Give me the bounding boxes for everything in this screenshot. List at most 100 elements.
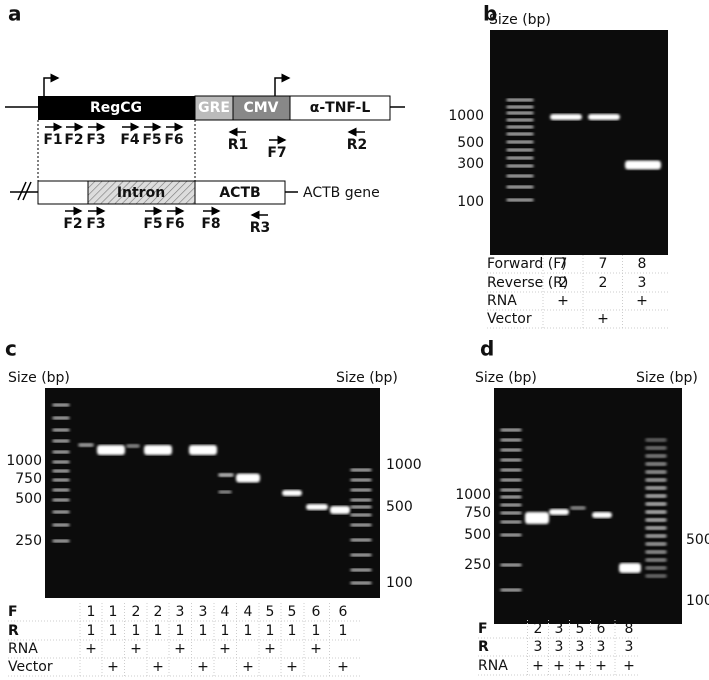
table-cell: + xyxy=(553,658,565,674)
table-cell: 8 xyxy=(625,621,634,637)
gel-band xyxy=(52,523,70,527)
table-cell: 3 xyxy=(555,639,564,655)
table-cell: + xyxy=(532,658,544,674)
row-label: R xyxy=(8,623,19,639)
primer-label: F2 xyxy=(63,216,82,232)
gel-band xyxy=(500,503,522,507)
size-marker: 1000 xyxy=(448,108,484,124)
gel-band xyxy=(500,478,522,482)
axis-label: Size (bp) xyxy=(336,370,398,386)
gel-band xyxy=(52,460,70,464)
table-cell: + xyxy=(130,641,142,657)
gel-band xyxy=(218,490,232,494)
gel-band xyxy=(350,553,372,557)
gel-band xyxy=(506,164,534,168)
gel-band xyxy=(645,558,667,562)
size-marker: 750 xyxy=(15,471,42,487)
table-cell: 6 xyxy=(339,604,348,620)
table-cell: + xyxy=(574,658,586,674)
size-marker: 500 xyxy=(15,491,42,507)
gel-band xyxy=(506,198,534,202)
table-cell: + xyxy=(242,659,254,675)
table-cell: 1 xyxy=(339,623,348,639)
table-cell: 1 xyxy=(132,623,141,639)
table-cell: 4 xyxy=(244,604,253,620)
element-label: ACTB xyxy=(219,185,260,201)
promoter-arrow xyxy=(43,73,60,96)
axis-label: Size (bp) xyxy=(8,370,70,386)
gel-band xyxy=(506,140,534,144)
gel-band xyxy=(500,438,522,442)
axis-label: Size (bp) xyxy=(475,370,537,386)
table-cell: 1 xyxy=(288,623,297,639)
gel-band xyxy=(645,566,667,570)
axis-label: Size (bp) xyxy=(489,12,551,28)
gel-image xyxy=(45,388,380,598)
table-cell: 1 xyxy=(109,623,118,639)
table-cell: 3 xyxy=(534,639,543,655)
primer-label: F6 xyxy=(164,132,183,148)
gel-band xyxy=(570,506,586,510)
table-cell: 5 xyxy=(288,604,297,620)
gel-band xyxy=(330,506,350,514)
row-label: Reverse (R) xyxy=(487,275,568,291)
gel-band xyxy=(506,118,534,122)
table-cell: 2 xyxy=(534,621,543,637)
row-label: RNA xyxy=(478,658,508,674)
primer-label: R1 xyxy=(228,137,249,153)
gel-band xyxy=(500,520,522,524)
table-cell: + xyxy=(85,641,97,657)
gel-band xyxy=(52,403,70,407)
actb-box xyxy=(194,180,286,205)
gel-band xyxy=(350,568,372,572)
table-cell: 1 xyxy=(199,623,208,639)
size-marker: 250 xyxy=(15,533,42,549)
gel-band xyxy=(506,98,534,102)
table-cell: + xyxy=(597,311,609,327)
table-cell: + xyxy=(595,658,607,674)
element-label: CMV xyxy=(243,100,278,116)
size-marker: 500 xyxy=(686,532,709,548)
size-marker: 500 xyxy=(386,499,413,515)
panel-label: a xyxy=(8,2,22,26)
table-cell: 1 xyxy=(109,604,118,620)
table-cell: 3 xyxy=(555,621,564,637)
table-cell: + xyxy=(310,641,322,657)
row-label: Vector xyxy=(8,659,53,675)
table-cell: + xyxy=(623,658,635,674)
gel-band xyxy=(645,470,667,474)
gel-band xyxy=(500,448,522,452)
table-cell: + xyxy=(286,659,298,675)
gel-band xyxy=(350,478,372,482)
size-marker: 1000 xyxy=(6,453,42,469)
panel-label: b xyxy=(483,2,497,26)
primer-label: F8 xyxy=(201,216,220,232)
table-cell: 2 xyxy=(154,604,163,620)
table-cell: 3 xyxy=(576,639,585,655)
gel-band xyxy=(645,438,667,442)
gel-band xyxy=(645,462,667,466)
size-marker: 250 xyxy=(464,557,491,573)
gel-band xyxy=(506,156,534,160)
gel-band xyxy=(500,533,522,537)
table-cell: 1 xyxy=(244,623,253,639)
primer-label: F2 xyxy=(64,132,83,148)
gel-band xyxy=(645,494,667,498)
gel-band xyxy=(592,512,612,518)
gel-band xyxy=(144,445,172,455)
break-mark xyxy=(17,181,32,201)
size-marker: 300 xyxy=(457,156,484,172)
gel-band xyxy=(78,443,94,447)
gel-band xyxy=(645,478,667,482)
gel-band xyxy=(350,581,372,585)
gel-band xyxy=(500,458,522,462)
gel-band xyxy=(500,588,522,592)
row-label: Vector xyxy=(487,311,532,327)
axis-label: Size (bp) xyxy=(636,370,698,386)
gel-band xyxy=(52,539,70,543)
row-label: F xyxy=(8,604,18,620)
table-cell: + xyxy=(152,659,164,675)
gel-band xyxy=(126,444,140,448)
gel-band xyxy=(506,148,534,152)
